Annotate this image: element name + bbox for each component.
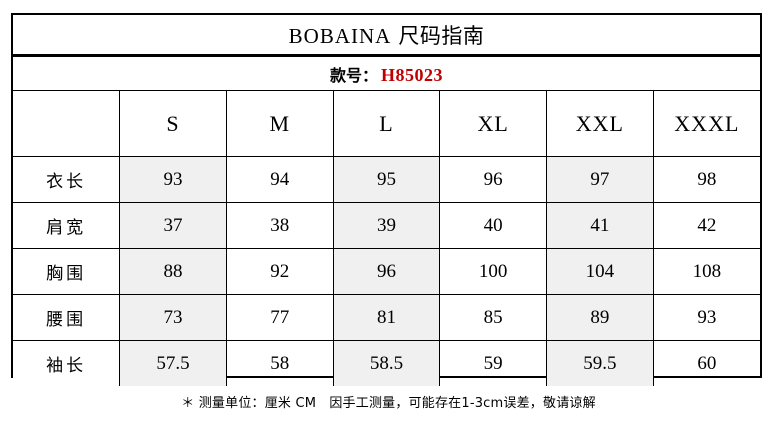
table-row: 腰围 73 77 81 85 89 93 [13,294,760,341]
model-number-label: 款号： [329,65,378,85]
size-table-body: BOBAINA 尺码指南 款号： H85023 S M L XL XXL XXXL [13,15,760,386]
cell-sleeve-l: 58.5 [332,340,441,386]
cell-bust-s: 88 [119,248,227,295]
cell-bust-xxl: 104 [546,248,654,295]
row-label-bust: 胸围 [13,248,121,295]
chart-title-cell: BOBAINA 尺码指南 [13,15,760,57]
cell-length-xxxl: 98 [652,156,760,203]
cell-length-l: 95 [332,156,441,203]
size-header-l: L [332,90,441,157]
size-header-s: S [119,90,227,157]
cell-shoulder-m: 38 [225,202,334,249]
cell-shoulder-xxxl: 42 [652,202,760,249]
cell-bust-l: 96 [332,248,441,295]
title-row: BOBAINA 尺码指南 [13,15,760,57]
size-header-xl: XL [439,90,548,157]
table-row: 衣长 93 94 95 96 97 98 [13,156,760,203]
row-label-waist: 腰围 [13,294,121,341]
row-label-sleeve: 袖长 [13,340,121,386]
cell-waist-xl: 85 [439,294,548,341]
cell-sleeve-s: 57.5 [119,340,227,386]
table-row: 袖长 57.5 58 58.5 59 59.5 60 [13,340,760,386]
model-row: 款号： H85023 [13,55,760,91]
measurement-note: ＊ 测量单位：厘米 CM 因手工测量，可能存在1-3cm误差，敬请谅解 [181,396,596,411]
cell-shoulder-s: 37 [119,202,227,249]
model-number-value: H85023 [381,64,444,85]
cell-waist-xxxl: 93 [652,294,760,341]
cell-length-xxl: 97 [546,156,654,203]
cell-bust-m: 92 [225,248,334,295]
cell-bust-xxxl: 108 [652,248,760,295]
cell-length-xl: 96 [439,156,548,203]
size-table: BOBAINA 尺码指南 款号： H85023 S M L XL XXL XXXL [13,15,760,386]
table-row: 胸围 88 92 96 100 104 108 [13,248,760,295]
cell-shoulder-xl: 40 [439,202,548,249]
model-number-cell: 款号： H85023 [13,55,760,91]
cell-waist-s: 73 [119,294,227,341]
header-corner-cell [13,90,121,157]
size-header-xxxl: XXXL [652,90,760,157]
brand-name: BOBAINA [288,23,392,48]
cell-waist-m: 77 [225,294,334,341]
cell-sleeve-xxl: 59.5 [546,340,654,386]
size-header-m: M [225,90,334,157]
cell-waist-xxl: 89 [546,294,654,341]
size-chart-frame: BOBAINA 尺码指南 款号： H85023 S M L XL XXL XXXL [11,13,762,386]
cell-sleeve-xxxl: 60 [652,340,760,386]
cell-bust-xl: 100 [439,248,548,295]
row-label-shoulder: 肩宽 [13,202,121,249]
size-header-xxl: XXL [546,90,654,157]
cell-sleeve-xl: 59 [439,340,548,386]
cell-length-m: 94 [225,156,334,203]
cell-shoulder-l: 39 [332,202,441,249]
chart-title-cjk: 尺码指南 [398,23,485,48]
cell-sleeve-m: 58 [225,340,334,386]
cell-shoulder-xxl: 41 [546,202,654,249]
row-label-length: 衣长 [13,156,121,203]
cell-waist-l: 81 [332,294,441,341]
size-header-row: S M L XL XXL XXXL [13,90,760,157]
cell-length-s: 93 [119,156,227,203]
table-row: 肩宽 37 38 39 40 41 42 [13,202,760,249]
